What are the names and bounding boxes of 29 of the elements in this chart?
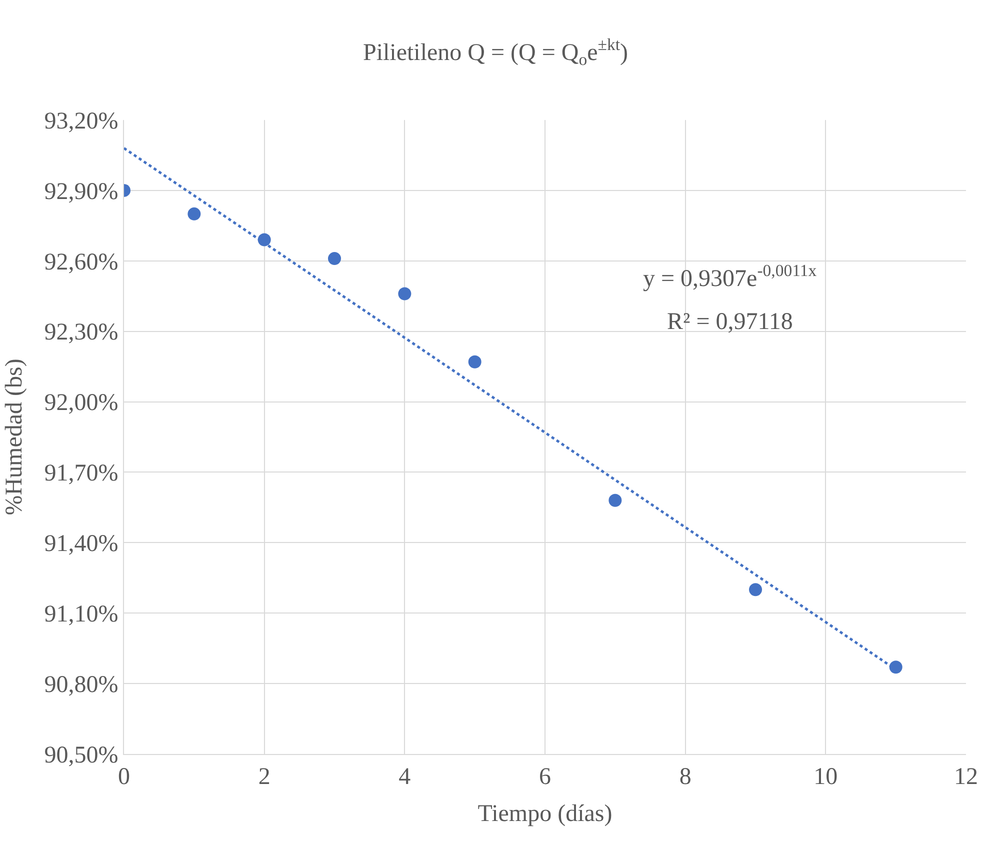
point [328, 252, 341, 266]
y-tick-label: 93,20% [44, 108, 118, 134]
point [889, 660, 902, 674]
y-axis-title: %Humedad (bs) [1, 358, 28, 516]
point [749, 583, 762, 596]
y-tick-label: 92,60% [44, 249, 118, 276]
x-tick-label: 10 [814, 764, 838, 790]
y-tick-label: 91,40% [44, 531, 118, 558]
point [468, 355, 482, 368]
annotation: y = 0,9307e$^{-0,0011x}$ [643, 261, 818, 292]
y-tick-label: 92,30% [44, 320, 118, 346]
x-tick-label: 6 [539, 764, 551, 790]
chart-title: Pilietileno Q = (Q = Q$_{o}$e$^{±kt}$) [362, 34, 628, 70]
x-tick-label: 0 [118, 764, 130, 790]
x-tick-label: 4 [398, 764, 411, 790]
y-tick-label: 92,90% [44, 178, 118, 205]
y-tick-label: 90,80% [44, 672, 118, 698]
point [188, 207, 201, 220]
y-tick-label: 92,00% [44, 390, 118, 416]
y-tick-label: 91,10% [44, 602, 118, 628]
point [398, 287, 412, 300]
x-tick-label: 8 [679, 764, 692, 790]
y-tick-label: 90,50% [44, 742, 118, 768]
x-tick-label: 2 [258, 764, 270, 790]
x-axis-title: Tiempo (días) [478, 801, 612, 828]
y-tick-label: 91,70% [44, 460, 118, 487]
point [608, 494, 622, 507]
annotation: R² = 0,97118 [667, 309, 793, 335]
x-tick-label: 12 [954, 764, 978, 790]
